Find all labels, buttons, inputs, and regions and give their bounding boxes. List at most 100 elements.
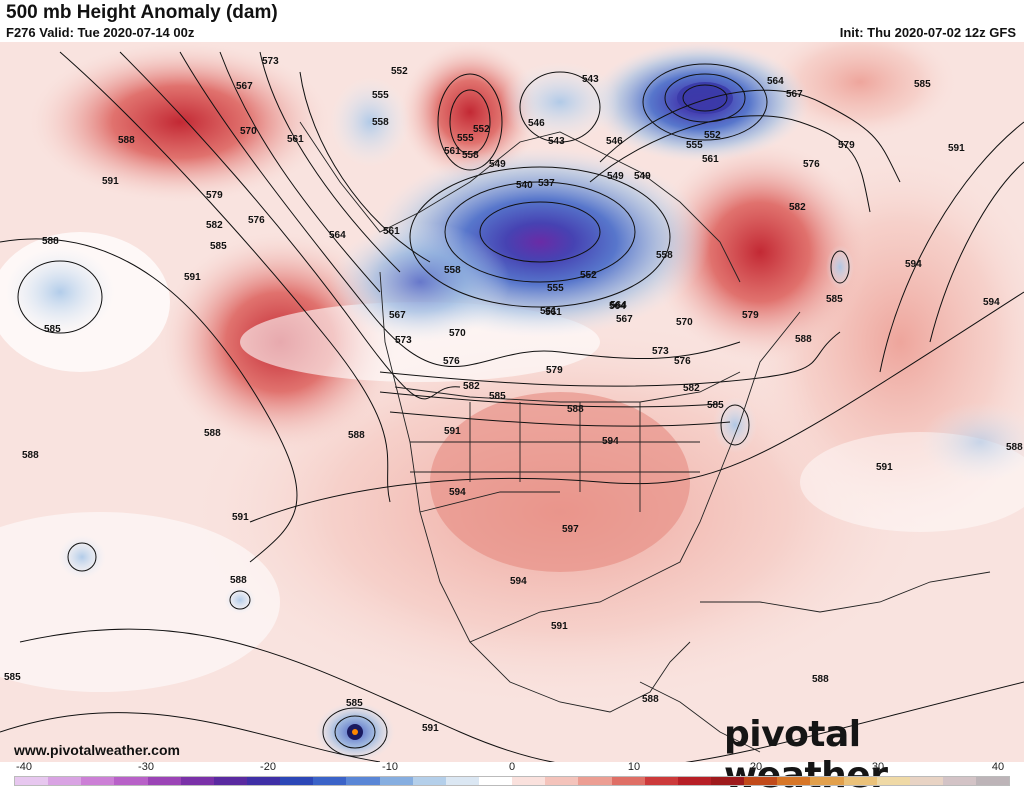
colorbar-ticks: -40 -30 -20 -10 0 10 20 30 40 (14, 761, 1010, 773)
contour-label: 537 (538, 178, 555, 189)
colorbar-tick: 0 (508, 761, 516, 773)
contour-label: 594 (449, 487, 466, 498)
contour-label: 579 (206, 190, 223, 201)
contour-label: 591 (876, 462, 893, 473)
contour-label: 585 (346, 698, 363, 709)
contour-label: 585 (489, 391, 506, 402)
contour-label: 540 (516, 180, 533, 191)
contour-label: 549 (489, 159, 506, 170)
colorbar-swatch (147, 777, 181, 785)
contour-label: 555 (547, 283, 564, 294)
colorbar-tick: 20 (749, 761, 763, 773)
colorbar-swatch (114, 777, 148, 785)
contour-label: 573 (262, 56, 279, 67)
contour-label: 594 (905, 259, 922, 270)
colorbar-swatch (876, 777, 910, 785)
contour-label: 588 (795, 334, 812, 345)
contour-label: 558 (462, 150, 479, 161)
colorbar-swatch (677, 777, 711, 785)
contour-label: 564 (329, 230, 346, 241)
colorbar-swatch (379, 777, 413, 785)
contour-label: 591 (551, 621, 568, 632)
contour-label: 564 (610, 300, 627, 311)
contour-label: 555 (457, 133, 474, 144)
colorbar-tick: 30 (871, 761, 885, 773)
colorbar-tick: 40 (991, 761, 1005, 773)
contour-label: 564 (609, 301, 626, 312)
contour-label: 546 (606, 136, 623, 147)
colorbar-tick: -10 (382, 761, 398, 773)
contour-label: 594 (510, 576, 527, 587)
contour-label: 570 (240, 126, 257, 137)
contour-label: 561 (545, 307, 562, 318)
init-time: Init: Thu 2020-07-02 12z GFS (839, 25, 1016, 40)
contour-label: 543 (582, 74, 599, 85)
contour-label: 588 (812, 674, 829, 685)
colorbar-swatch (346, 777, 380, 785)
contour-label: 591 (102, 176, 119, 187)
colorbar-swatch (81, 777, 115, 785)
contour-label: 591 (184, 272, 201, 283)
colorbar-swatch (313, 777, 347, 785)
anomaly-map[interactable]: 573 567 552 555 558 561 570 564 561 558 … (0, 42, 1024, 762)
colorbar-tick: -20 (260, 761, 276, 773)
colorbar-tick: -40 (16, 761, 32, 773)
contour-label: 552 (473, 124, 490, 135)
colorbar-swatch (412, 777, 446, 785)
colorbar-swatch (843, 777, 877, 785)
contour-label: 561 (444, 146, 461, 157)
contour-label: 561 (540, 306, 557, 317)
colorbar-tick: -30 (138, 761, 154, 773)
map-title: 500 mb Height Anomaly (dam) (6, 2, 278, 23)
colorbar-swatch (942, 777, 977, 785)
contour-label: 585 (44, 324, 61, 335)
header: 500 mb Height Anomaly (dam) F276 Valid: … (0, 0, 1024, 42)
contour-label: 570 (676, 317, 693, 328)
colorbar-swatches (14, 776, 1010, 786)
contour-label: 588 (230, 575, 247, 586)
website-url: www.pivotalweather.com (14, 742, 180, 758)
colorbar-swatch (180, 777, 214, 785)
colorbar-swatch (445, 777, 479, 785)
colorbar-swatch (545, 777, 579, 785)
contour-label: 576 (248, 215, 265, 226)
colorbar-swatch (512, 777, 546, 785)
contour-label: 576 (443, 356, 460, 367)
contour-label: 588 (118, 135, 135, 146)
contour-label: 558 (444, 265, 461, 276)
contour-label: 549 (607, 171, 624, 182)
colorbar-swatch (15, 777, 49, 785)
contour-label: 555 (372, 90, 389, 101)
colorbar-swatch (478, 777, 513, 785)
contour-label: 591 (444, 426, 461, 437)
colorbar-swatch (644, 777, 678, 785)
contour-label: 585 (4, 672, 21, 683)
contour-label: 561 (287, 134, 304, 145)
contour-label: 591 (422, 723, 439, 734)
contour-label: 588 (567, 404, 584, 415)
contour-label: 588 (42, 236, 59, 247)
colorbar-swatch (710, 777, 745, 785)
contour-label: 582 (789, 202, 806, 213)
contour-label: 579 (742, 310, 759, 321)
contour-label: 561 (383, 226, 400, 237)
contour-label: 585 (210, 241, 227, 252)
colorbar-swatch (777, 777, 811, 785)
contour-label: 588 (348, 430, 365, 441)
contour-label: 582 (683, 383, 700, 394)
contour-label: 579 (838, 140, 855, 151)
contour-label: 579 (546, 365, 563, 376)
height-contours (0, 51, 1024, 762)
contour-label: 561 (702, 154, 719, 165)
contour-label: 570 (449, 328, 466, 339)
contour-label: 567 (389, 310, 406, 321)
colorbar-swatch (810, 777, 844, 785)
colorbar-swatch (611, 777, 645, 785)
contour-label: 555 (686, 140, 703, 151)
contour-label: 588 (1006, 442, 1023, 453)
contour-labels: 573 567 552 555 558 561 570 564 561 558 … (4, 56, 1023, 734)
contour-label: 582 (463, 381, 480, 392)
colorbar: -40 -30 -20 -10 0 10 20 30 40 (14, 761, 1010, 791)
contour-label: 564 (767, 76, 784, 87)
coastlines (299, 121, 991, 753)
